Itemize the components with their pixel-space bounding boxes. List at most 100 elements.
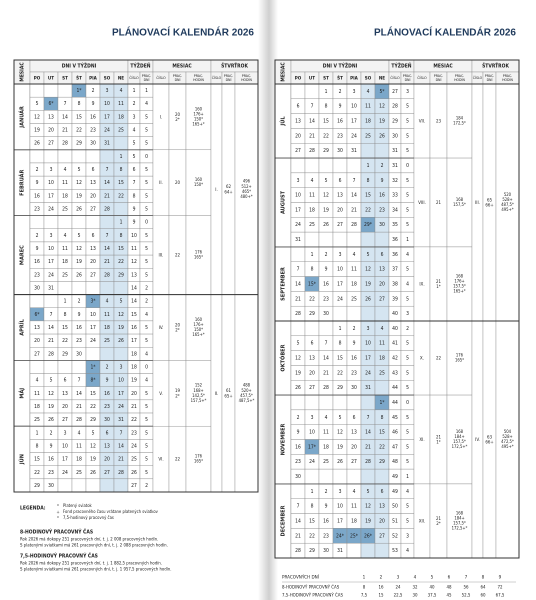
header-sub: ČÍSLO xyxy=(156,75,166,80)
day: 15 xyxy=(309,518,315,524)
cell xyxy=(332,394,348,411)
day: 7 xyxy=(353,178,356,184)
day: 24 xyxy=(295,222,301,228)
cell xyxy=(332,157,348,174)
day: 11 xyxy=(104,312,110,318)
day: 6 xyxy=(339,178,342,184)
day: 9 xyxy=(353,341,356,347)
month-work-hours: 150* xyxy=(194,327,203,332)
day: 8 xyxy=(381,415,384,421)
header-sub: PO xyxy=(34,76,41,82)
day: 6 xyxy=(297,104,300,110)
month-work-days: 20 xyxy=(175,112,181,118)
day: 20 xyxy=(90,193,96,199)
header-sub: PRAC. xyxy=(173,74,182,78)
page-title: PLÁNOVACÍ KALENDÁR 2026 xyxy=(112,26,254,39)
week-work-days: 5 xyxy=(406,415,409,421)
day: 27 xyxy=(62,417,68,423)
header-sub: ČÍSLO xyxy=(212,75,222,80)
week-work-days: 5 xyxy=(406,296,409,302)
week-number: 42 xyxy=(392,356,398,362)
quarter-work-hours: 512+ xyxy=(241,184,251,189)
day: 16 xyxy=(34,193,40,199)
cell xyxy=(71,149,87,164)
day: 3 xyxy=(50,167,53,173)
quarter-work-days: 63 xyxy=(487,434,493,440)
cell xyxy=(43,360,59,374)
day: 24 xyxy=(48,207,54,213)
day: 13 xyxy=(62,391,68,397)
day: 27 xyxy=(48,141,54,147)
cell xyxy=(374,143,390,159)
week-work-days: 5 xyxy=(145,128,148,134)
day: 25 xyxy=(62,207,68,213)
day: 8 xyxy=(36,443,39,449)
day: 20 xyxy=(34,338,40,344)
day: 12 xyxy=(295,356,301,362)
day: 4 xyxy=(325,415,328,421)
header-sub: PRAC. xyxy=(194,74,203,78)
day: 18 xyxy=(323,444,329,450)
cell xyxy=(71,281,87,295)
day: 4 xyxy=(106,299,109,305)
quarter-work-hours: 457,5* xyxy=(240,393,253,398)
cell xyxy=(318,394,334,411)
day: 10 xyxy=(309,430,315,436)
day: 1 xyxy=(339,326,342,332)
day: 14 xyxy=(295,281,301,287)
week-work-days: 3 xyxy=(406,89,409,95)
day: 28 xyxy=(351,222,357,228)
cell xyxy=(360,542,376,559)
day: 31 xyxy=(365,385,371,391)
day: 17 xyxy=(295,207,301,213)
day: 20 xyxy=(48,128,54,134)
week-work-days: 5 xyxy=(406,518,409,524)
week-work-days: 0 xyxy=(406,400,409,406)
cell xyxy=(446,320,473,396)
cell xyxy=(113,202,129,216)
day: 19 xyxy=(379,119,385,125)
day: 23 xyxy=(34,272,40,278)
day: 11 xyxy=(323,430,329,436)
day: 5 xyxy=(78,167,81,173)
month-work-hours: 184 xyxy=(456,116,464,121)
header-sub: DNÍ xyxy=(144,77,150,82)
day: 11 xyxy=(76,443,82,449)
month-work-days: 21 xyxy=(436,200,442,206)
cell xyxy=(85,215,101,229)
day: 28 xyxy=(309,148,315,154)
cell xyxy=(346,305,362,322)
day: 13 xyxy=(309,356,315,362)
cell xyxy=(71,360,87,374)
month-number: III. xyxy=(159,253,164,259)
day: 26 xyxy=(379,133,385,139)
hours-value: 24 xyxy=(395,585,401,591)
day: 3 xyxy=(367,326,370,332)
day: 23 xyxy=(351,370,357,376)
week-work-days: 4 xyxy=(145,351,148,357)
week-work-days: 5 xyxy=(145,443,148,449)
day: 9 xyxy=(381,178,384,184)
week-work-days: 2 xyxy=(145,286,148,292)
header-sub: SO xyxy=(365,76,372,82)
week-work-days: 1 xyxy=(406,237,409,243)
day: 16 xyxy=(337,119,343,125)
header-sub: ŠT xyxy=(76,75,82,82)
cell xyxy=(43,149,59,164)
month-work-hours: 168 xyxy=(456,197,464,202)
hours-day: 9 xyxy=(499,575,502,581)
week-work-days: 5 xyxy=(145,193,148,199)
day: 23 xyxy=(379,207,385,213)
quarter-number: I. xyxy=(215,187,218,193)
cell xyxy=(71,478,87,493)
cell xyxy=(360,143,376,159)
quarter-work-hours: 487,5+* xyxy=(239,398,255,403)
day: 29 xyxy=(62,351,68,357)
day: 4 xyxy=(120,88,123,94)
day: 30 xyxy=(295,474,301,480)
day: 5 xyxy=(120,299,123,305)
month-work-hours: 157,5* xyxy=(453,283,466,288)
day: 9 xyxy=(92,101,95,107)
month-work-hours: 172,5* xyxy=(453,121,466,126)
table-frame xyxy=(274,59,520,559)
